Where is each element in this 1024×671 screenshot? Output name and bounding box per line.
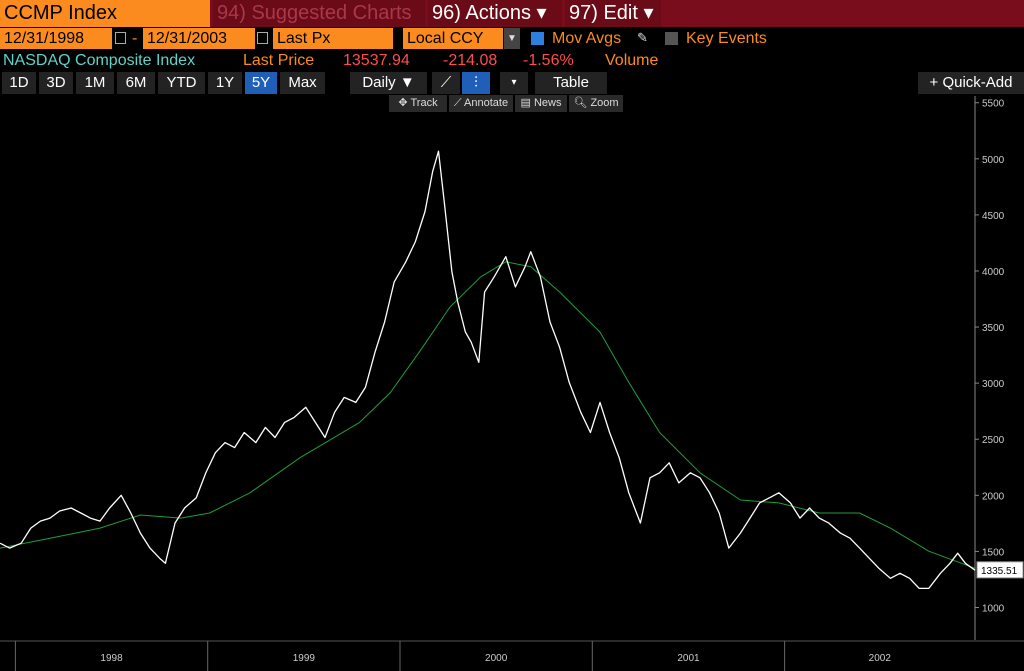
y-tick-label: 5000: [982, 155, 1005, 166]
y-tick-label: 1000: [982, 603, 1005, 614]
tool-icon: 🔍︎: [573, 97, 591, 109]
y-tick-label: 5500: [982, 99, 1005, 110]
y-tick-label: 4000: [982, 267, 1005, 278]
y-tick-label: 3000: [982, 379, 1005, 390]
x-tick-label: 1998: [100, 653, 123, 664]
quick-add-button[interactable]: + Quick-Add: [918, 72, 1024, 94]
x-tick-label: 2001: [677, 653, 700, 664]
period-button[interactable]: 3D: [39, 72, 73, 94]
ticker[interactable]: CCMP Index: [0, 0, 210, 27]
frequency-select[interactable]: Daily ▼: [350, 72, 427, 94]
x-tick-label: 1999: [293, 653, 316, 664]
x-tick-label: 2002: [869, 653, 892, 664]
period-button[interactable]: 6M: [117, 72, 155, 94]
tool-button[interactable]: ▤ News: [515, 95, 567, 112]
security-name: NASDAQ Composite Index: [3, 52, 196, 69]
suggested-charts[interactable]: 94) Suggested Charts: [213, 0, 425, 27]
last-value-label: 1335.51: [981, 566, 1018, 577]
mov-avgs-checkbox[interactable]: [531, 32, 544, 45]
tool-icon: ✥: [398, 97, 411, 109]
currency-select[interactable]: Local CCY: [403, 28, 503, 49]
calendar-icon[interactable]: [115, 32, 126, 44]
period-button[interactable]: 5Y: [245, 72, 277, 94]
y-tick-label: 2500: [982, 435, 1005, 446]
field-label: Last Price: [243, 52, 315, 69]
table-button[interactable]: Table: [535, 72, 607, 94]
tool-button[interactable]: ✥ Track: [389, 95, 447, 112]
x-tick-label: 2000: [485, 653, 508, 664]
style-dropdown[interactable]: ▾: [500, 72, 528, 94]
tool-label: Zoom: [590, 97, 619, 109]
calendar-icon[interactable]: [257, 32, 268, 44]
actions-menu[interactable]: 96) Actions ▾: [428, 0, 562, 27]
start-date[interactable]: 12/31/1998: [0, 28, 112, 49]
last-value-tag: [976, 561, 1024, 579]
tool-icon: ▤: [520, 97, 534, 109]
tool-button[interactable]: 🔍︎ Zoom: [569, 95, 623, 112]
price-change: -214.08: [443, 52, 498, 69]
y-tick-label: 3500: [982, 323, 1005, 334]
period-button[interactable]: YTD: [158, 72, 205, 94]
bar-style-icon[interactable]: ⫶: [462, 72, 490, 94]
tool-label: News: [533, 97, 562, 109]
y-tick-label: 4500: [982, 211, 1005, 222]
period-button[interactable]: 1Y: [208, 72, 242, 94]
volume-label: Volume: [605, 52, 659, 69]
tool-icon: ⟋: [453, 97, 465, 109]
date-separator: -: [132, 30, 138, 47]
mov-avgs-label: Mov Avgs: [552, 30, 622, 47]
price-line: [0, 150, 976, 590]
last-price: 13537.94: [343, 52, 410, 69]
tool-label: Track: [410, 97, 438, 109]
period-button[interactable]: Max: [280, 72, 325, 94]
key-events-checkbox[interactable]: [665, 32, 678, 45]
period-button[interactable]: 1D: [2, 72, 36, 94]
y-tick-label: 1500: [982, 547, 1005, 558]
pct-change: -1.56%: [523, 52, 574, 69]
moving-average-line: [0, 261, 976, 569]
period-button[interactable]: 1M: [76, 72, 114, 94]
tool-label: Annotate: [464, 97, 509, 109]
line-style-icon[interactable]: ⟋: [432, 72, 460, 94]
field-select[interactable]: Last Px: [273, 28, 393, 49]
y-tick-label: 2000: [982, 491, 1005, 502]
dropdown-arrow[interactable]: ▼: [504, 28, 520, 49]
pencil-icon[interactable]: ✎: [637, 30, 648, 45]
end-date[interactable]: 12/31/2003: [143, 28, 255, 49]
key-events-label: Key Events: [686, 30, 767, 47]
edit-menu[interactable]: 97) Edit ▾: [565, 0, 661, 27]
tool-button[interactable]: ⟋ Annotate: [449, 95, 513, 112]
